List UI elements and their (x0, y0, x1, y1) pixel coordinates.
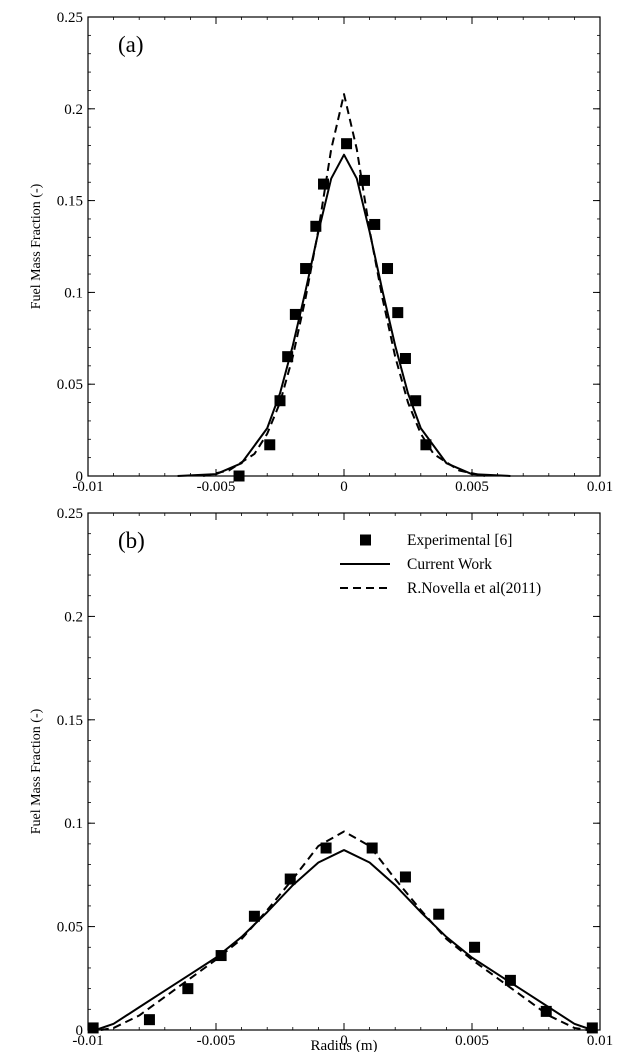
data-point (369, 218, 381, 230)
y-tick-label: 0.15 (57, 713, 83, 729)
data-point (358, 174, 370, 186)
x-tick-label: 0.01 (587, 479, 613, 495)
novella-series-line (100, 830, 588, 1031)
data-point (248, 910, 260, 922)
data-point (282, 351, 294, 363)
legend-marker (360, 534, 371, 546)
y-tick-label: 0.05 (57, 377, 83, 393)
legend-label: R.Novella et al(2011) (407, 580, 541, 597)
y-axis-label: Fuel Mass Fraction (-) (29, 708, 44, 834)
data-point (274, 395, 286, 407)
data-point (87, 1022, 99, 1034)
data-point (410, 395, 422, 407)
data-point (399, 352, 411, 364)
data-point (469, 941, 481, 953)
chart-panel-a: -0.01 -0.005 0 0.005 0.01 0 0.05 0.1 0.15 0.2 0.25… (29, 10, 613, 495)
x-tick-label: 0 (340, 479, 348, 495)
data-point (433, 908, 445, 920)
y-tick-label: 0 (76, 1023, 84, 1039)
data-point (300, 263, 312, 275)
data-point (310, 220, 322, 232)
x-tick-label: -0.005 (197, 1033, 236, 1049)
data-point (320, 842, 332, 854)
data-point (420, 439, 432, 451)
data-point (318, 178, 330, 190)
data-point (341, 138, 353, 150)
novella-series-line (202, 93, 486, 477)
x-axis-label: Radius (m) (310, 1038, 377, 1052)
y-tick-label: 0.1 (64, 816, 83, 832)
x-tick-label: 0 (340, 1033, 348, 1049)
data-point (264, 439, 276, 451)
y-tick-label: 0.05 (57, 920, 83, 936)
current-work-series-line (95, 849, 593, 1031)
data-point (289, 308, 301, 320)
data-point (382, 263, 394, 275)
x-tick-label: 0.005 (455, 1033, 489, 1049)
y-axis-label: Fuel Mass Fraction (-) (29, 183, 44, 309)
data-point (143, 1014, 155, 1026)
data-point (504, 974, 516, 986)
panel-label: (a) (118, 32, 144, 57)
legend-label: Experimental [6] (407, 532, 512, 549)
chart-panel-b: -0.01 -0.005 0 0.005 0.01 0 0.05 0.1 0.15 0.2 0.25… (29, 506, 613, 1052)
x-tick-label: -0.005 (197, 479, 236, 495)
data-point (233, 470, 245, 482)
experimental-series (87, 842, 598, 1034)
data-point (215, 950, 227, 962)
experimental-series (233, 138, 432, 482)
data-point (182, 983, 194, 995)
panel-label: (b) (118, 528, 145, 553)
y-tick-label: 0.1 (64, 285, 83, 301)
y-tick-label: 0.2 (64, 102, 83, 118)
legend-label: Current Work (407, 556, 492, 573)
data-point (399, 871, 411, 883)
plot-frame (87, 16, 601, 477)
y-tick-label: 0.15 (57, 194, 83, 210)
data-point (284, 873, 296, 885)
x-tick-label: 0.01 (587, 1033, 613, 1049)
legend: Experimental [6] Current Work R.Novella et… (340, 532, 541, 597)
current-work-series-line (177, 153, 511, 477)
data-point (540, 1005, 552, 1017)
data-point (392, 307, 404, 319)
x-tick-label: -0.01 (72, 1033, 103, 1049)
x-tick-label: -0.01 (72, 479, 103, 495)
y-tick-label: 0.2 (64, 609, 83, 625)
y-tick-label: 0.25 (57, 10, 83, 26)
x-tick-label: 0.005 (455, 479, 489, 495)
y-tick-label: 0 (76, 469, 84, 485)
y-tick-label: 0.25 (57, 506, 83, 522)
data-point (586, 1022, 598, 1034)
